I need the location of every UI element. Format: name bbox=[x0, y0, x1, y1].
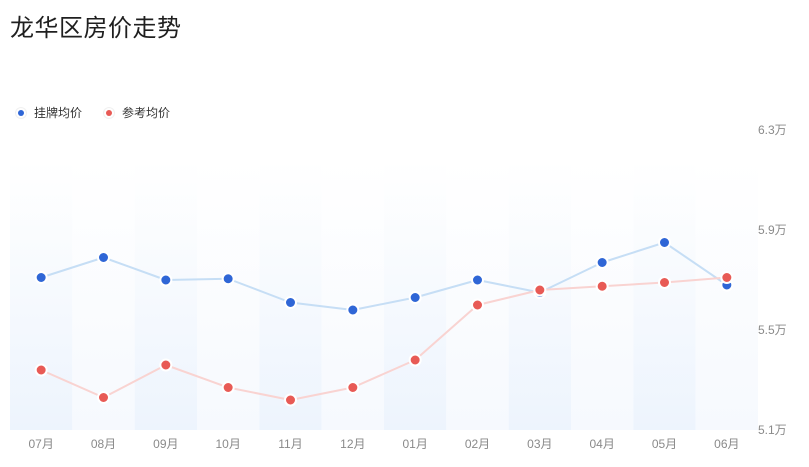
column-band bbox=[633, 160, 696, 430]
data-point-listing bbox=[346, 303, 360, 317]
data-point-reference bbox=[471, 298, 484, 312]
column-band bbox=[446, 160, 509, 430]
series-line-reference bbox=[40, 276, 727, 401]
legend-item-reference[interactable]: 参考均价 bbox=[106, 104, 170, 121]
x-tick-label: 11月 bbox=[278, 437, 302, 451]
x-tick-label: 04月 bbox=[589, 437, 614, 451]
column-band bbox=[134, 160, 197, 430]
y-tick-label: 5.1万 bbox=[758, 423, 787, 437]
y-tick-label: 5.9万 bbox=[758, 223, 787, 237]
data-point-reference bbox=[408, 353, 422, 367]
data-point-reference bbox=[284, 393, 297, 407]
series-line-listing bbox=[40, 241, 728, 311]
data-point-listing bbox=[221, 272, 235, 286]
data-point-reference bbox=[346, 381, 360, 394]
column-band bbox=[72, 160, 135, 430]
legend-item-listing[interactable]: 挂牌均价 bbox=[18, 104, 82, 121]
chart-title: 龙华区房价走势 bbox=[10, 15, 182, 42]
x-tick-label: 06月 bbox=[714, 437, 739, 451]
x-tick-label: 02月 bbox=[465, 437, 490, 451]
legend: 挂牌均价 参考均价 bbox=[18, 104, 194, 121]
data-point-listing bbox=[471, 273, 484, 287]
data-point-listing bbox=[284, 296, 297, 309]
column-band bbox=[571, 160, 634, 430]
data-point-listing bbox=[595, 256, 609, 269]
legend-marker-reference bbox=[106, 109, 113, 116]
data-point-listing bbox=[34, 271, 48, 284]
x-tick-label: 03月 bbox=[527, 437, 552, 451]
x-tick-label: 05月 bbox=[652, 437, 677, 451]
y-tick-label: 5.5万 bbox=[758, 323, 787, 337]
data-point-reference bbox=[533, 283, 547, 297]
legend-label-listing: 挂牌均价 bbox=[34, 106, 83, 120]
data-point-reference bbox=[34, 363, 48, 377]
data-point-reference bbox=[720, 271, 734, 284]
data-point-listing bbox=[408, 291, 422, 304]
data-point-listing bbox=[159, 273, 173, 287]
y-tick-label: 6.3万 bbox=[758, 123, 787, 137]
x-tick-label: 12月 bbox=[340, 437, 365, 451]
x-tick-label: 07月 bbox=[28, 437, 53, 451]
legend-marker-listing bbox=[18, 109, 24, 116]
column-band bbox=[10, 160, 73, 430]
x-tick-label: 10月 bbox=[215, 437, 240, 451]
x-tick-label: 01月 bbox=[402, 437, 427, 451]
data-point-reference bbox=[97, 391, 110, 404]
data-point-reference bbox=[221, 381, 235, 394]
data-point-reference bbox=[658, 276, 671, 289]
data-point-listing bbox=[658, 236, 671, 249]
x-tick-label: 08月 bbox=[91, 437, 116, 451]
data-point-reference bbox=[595, 279, 609, 293]
column-band bbox=[695, 160, 758, 430]
x-tick-label: 09月 bbox=[153, 437, 178, 451]
data-point-reference bbox=[159, 358, 173, 372]
data-point-listing bbox=[97, 251, 110, 264]
legend-label-reference: 参考均价 bbox=[122, 106, 171, 120]
